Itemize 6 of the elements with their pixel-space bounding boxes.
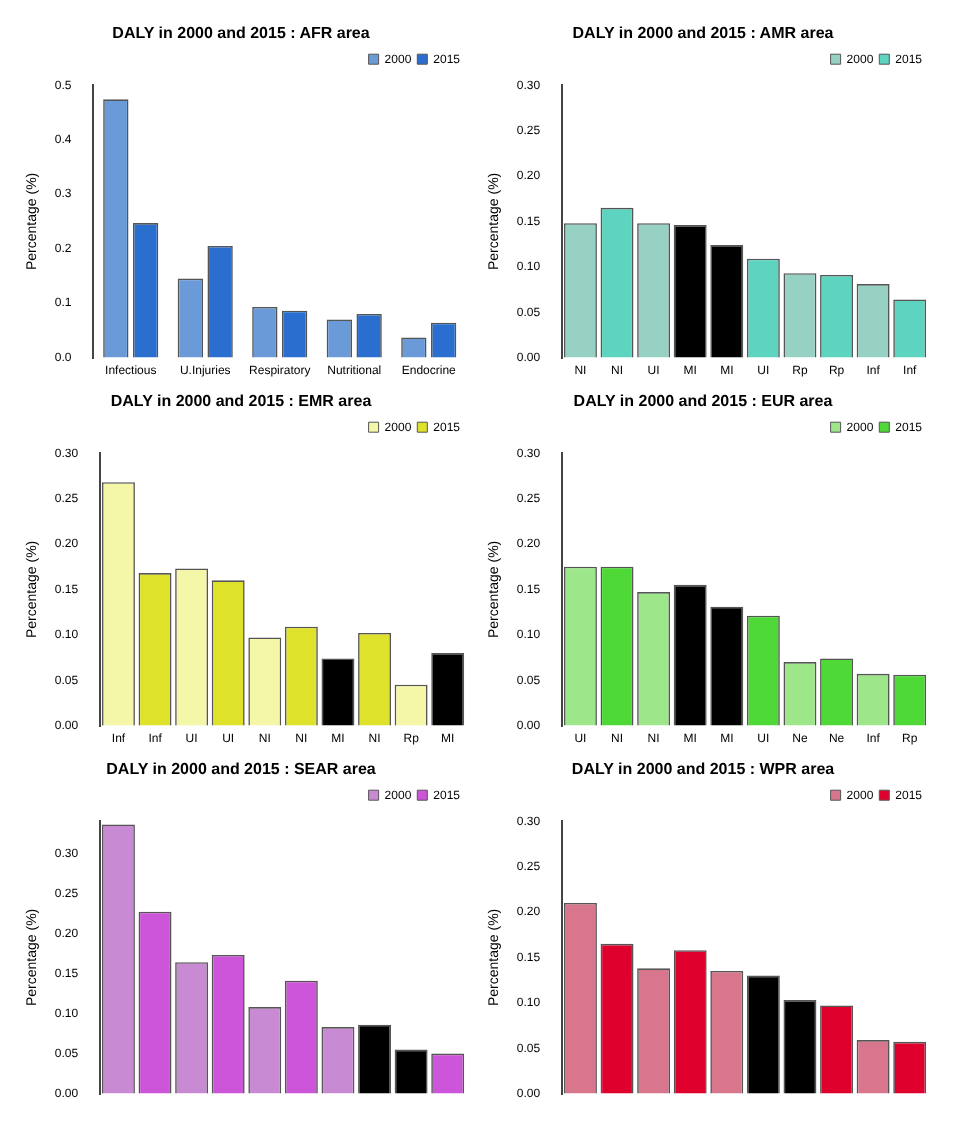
chart-title: DALY in 2000 and 2015 : SEAR area: [106, 760, 377, 779]
chart-title: DALY in 2000 and 2015 : EMR area: [110, 392, 373, 411]
chart-title: DALY in 2000 and 2015 : AFR area: [112, 24, 371, 43]
chart-title: DALY in 2000 and 2015 : EUR area: [573, 392, 834, 411]
chart-title: DALY in 2000 and 2015 : AMR area: [572, 24, 835, 43]
chart-title: DALY in 2000 and 2015 : WPR area: [571, 760, 836, 779]
